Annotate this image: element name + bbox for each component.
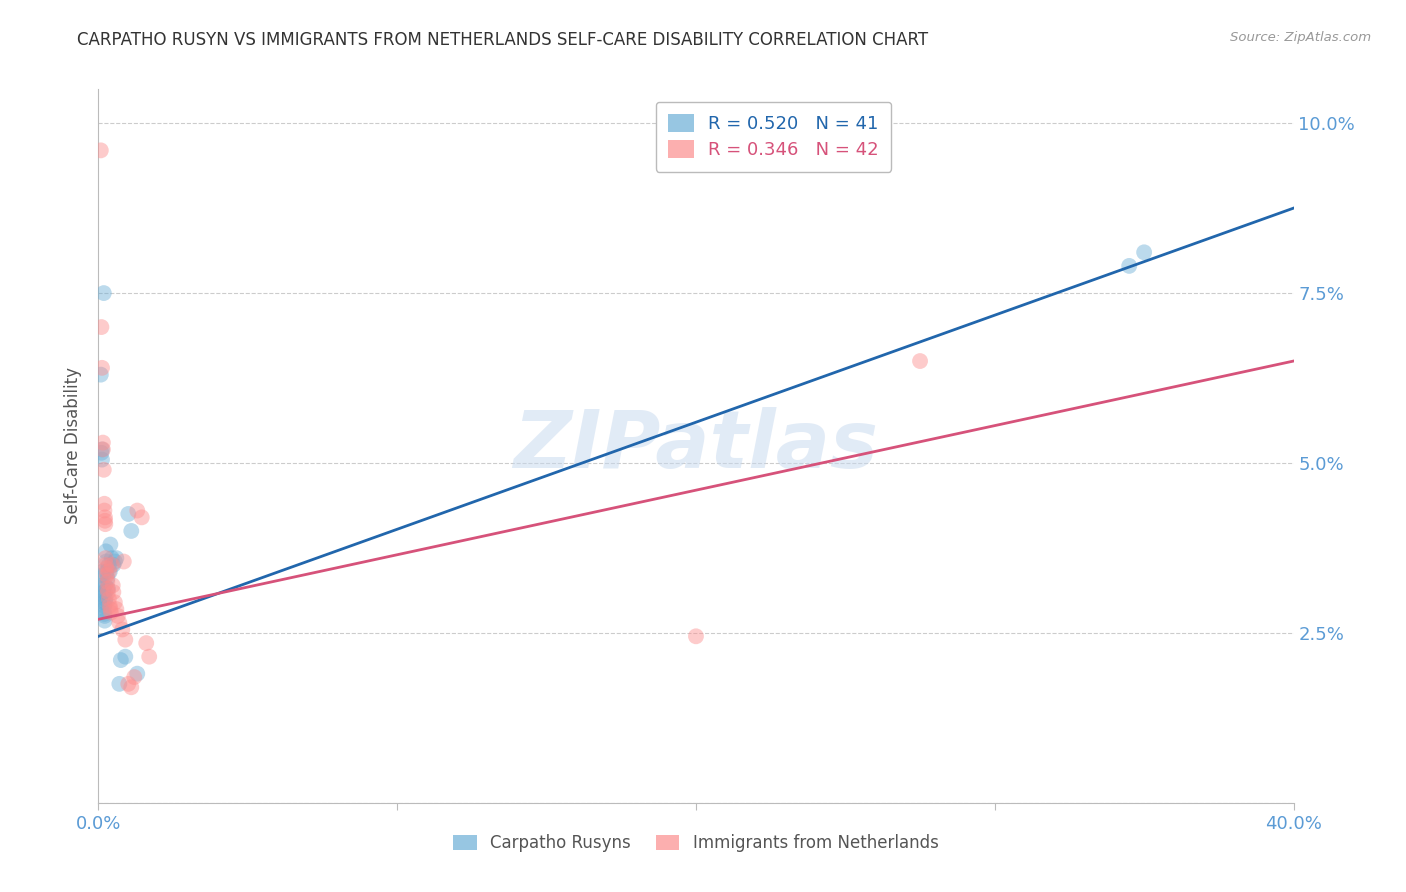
Point [90,144,112,158]
Point [96,568,118,582]
Point [1133,245,1156,260]
Text: CARPATHO RUSYN VS IMMIGRANTS FROM NETHERLANDS SELF-CARE DISABILITY CORRELATION C: CARPATHO RUSYN VS IMMIGRANTS FROM NETHER… [77,31,928,49]
Point [108,615,131,630]
Point [104,555,127,569]
Point [94,551,117,566]
Point [131,510,153,524]
Point [98,565,121,579]
Point [93,608,115,623]
Point [93,286,115,301]
Point [108,677,131,691]
Point [96,582,118,596]
Point [94,578,117,592]
Point [98,602,122,616]
Legend: Carpatho Rusyns, Immigrants from Netherlands: Carpatho Rusyns, Immigrants from Netherl… [447,828,945,859]
Point [91,442,114,457]
Point [91,582,114,596]
Point [90,368,112,382]
Point [103,585,125,599]
Point [91,452,114,467]
Point [93,585,115,599]
Point [93,589,115,603]
Point [90,320,112,334]
Point [90,446,112,460]
Point [96,561,118,575]
Point [94,517,117,532]
Point [91,578,114,592]
Point [120,524,142,538]
Point [112,555,135,569]
Point [96,555,118,569]
Point [93,607,115,621]
Point [100,606,122,620]
Point [98,537,122,551]
Point [93,614,115,628]
Y-axis label: Self-Care Disability: Self-Care Disability [65,368,83,524]
Point [103,558,125,572]
Point [93,463,115,477]
Point [93,599,115,613]
Point [107,608,129,623]
Point [93,497,115,511]
Point [97,565,120,579]
Point [105,551,128,566]
Point [96,574,118,589]
Point [101,551,124,566]
Point [101,558,124,572]
Point [97,558,120,572]
Point [117,507,139,521]
Point [685,629,707,643]
Point [124,670,146,684]
Point [101,578,124,592]
Point [91,565,114,579]
Point [94,514,117,528]
Point [138,649,160,664]
Point [111,623,134,637]
Point [94,585,117,599]
Point [91,442,114,457]
Point [97,591,120,606]
Point [97,585,120,599]
Point [94,558,117,572]
Point [94,544,117,558]
Point [94,510,117,524]
Point [93,595,115,609]
Point [97,582,120,596]
Point [91,435,114,450]
Point [105,602,128,616]
Point [104,595,127,609]
Point [135,636,157,650]
Point [93,503,115,517]
Text: ZIPatlas: ZIPatlas [513,407,879,485]
Point [94,591,117,606]
Point [1118,259,1140,273]
Point [114,649,136,664]
Point [120,680,142,694]
Point [93,602,115,616]
Point [94,595,117,609]
Point [91,568,114,582]
Point [91,360,114,375]
Point [127,666,149,681]
Point [110,653,132,667]
Point [96,565,118,579]
Point [127,503,149,517]
Point [908,354,931,368]
Text: Source: ZipAtlas.com: Source: ZipAtlas.com [1230,31,1371,45]
Point [98,599,121,613]
Point [117,677,139,691]
Point [114,632,136,647]
Point [96,572,118,586]
